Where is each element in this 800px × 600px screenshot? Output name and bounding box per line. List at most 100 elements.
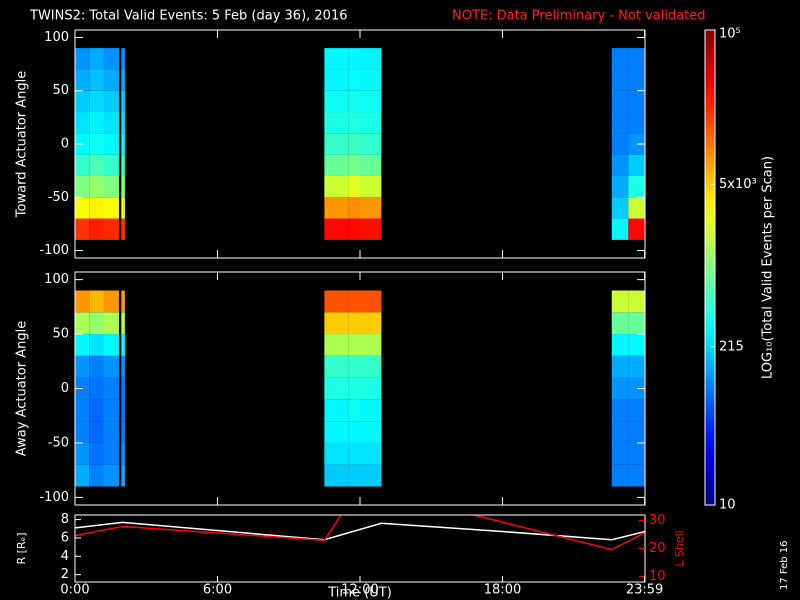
heat-cell — [89, 112, 104, 134]
heat-cell — [360, 154, 382, 176]
heat-cell — [324, 90, 349, 113]
heat-cell — [348, 133, 360, 155]
y-tick-label: 50 — [52, 83, 69, 98]
heat-cell — [121, 464, 125, 487]
heat-cell — [103, 290, 119, 313]
heat-cell — [360, 377, 382, 400]
heat-cell — [360, 442, 382, 465]
heat-cell — [89, 464, 104, 487]
heat-cell — [628, 290, 645, 313]
heat-cell — [348, 421, 360, 443]
heat-cell — [75, 69, 90, 91]
date-stamp: 17 Feb 16 — [779, 540, 790, 590]
y-tick-label: 100 — [44, 30, 69, 45]
heat-cell — [121, 377, 125, 400]
heat-cell — [628, 175, 645, 198]
heat-cell — [324, 334, 349, 356]
heat-cell — [324, 175, 349, 198]
heat-cell — [360, 464, 382, 487]
heat-cell — [121, 133, 125, 155]
heat-cell — [611, 421, 629, 443]
heat-cell — [360, 399, 382, 422]
x-tick-label: 12:00 — [341, 583, 378, 598]
heatmap — [75, 48, 645, 240]
heat-cell — [611, 48, 629, 70]
heat-cell — [628, 69, 645, 91]
y-tick-label: 4 — [61, 549, 69, 564]
heat-cell — [611, 154, 629, 176]
heat-cell — [89, 312, 104, 335]
y-tick-label: 50 — [52, 327, 69, 342]
heat-cell — [103, 334, 119, 356]
heat-cell — [360, 355, 382, 378]
heat-cell — [103, 112, 119, 134]
heat-cell — [121, 154, 125, 176]
heat-cell — [89, 133, 104, 155]
heat-cell — [628, 197, 645, 219]
heat-cell — [611, 442, 629, 465]
heat-cell — [348, 218, 360, 240]
heat-cell — [75, 399, 90, 422]
heat-cell — [324, 421, 349, 443]
heat-cell — [121, 175, 125, 198]
heat-cell — [324, 399, 349, 422]
heat-cell — [611, 112, 629, 134]
heat-cell — [611, 290, 629, 313]
y-axis-title: Away Actuator Angle — [15, 321, 30, 456]
heat-cell — [89, 290, 104, 313]
note: NOTE: Data Preliminary - Not validated — [452, 9, 706, 24]
heat-cell — [121, 197, 125, 219]
heat-cell — [611, 464, 629, 487]
heat-cell — [324, 290, 349, 313]
heat-cell — [89, 154, 104, 176]
heat-cell — [628, 442, 645, 465]
y2-tick-label: 30 — [649, 513, 666, 528]
colorbar-tick-label: 215 — [719, 339, 744, 354]
colorbar-tick-label: 10⁵ — [719, 27, 741, 42]
heat-cell — [75, 112, 90, 134]
heat-cell — [103, 90, 119, 113]
heat-cell — [360, 112, 382, 134]
y-tick-label: 0 — [61, 381, 69, 396]
heat-cell — [348, 48, 360, 70]
series-line — [75, 521, 645, 541]
heat-cell — [75, 312, 90, 335]
y-tick-label: -50 — [48, 435, 69, 450]
heat-cell — [121, 442, 125, 465]
heat-cell — [611, 355, 629, 378]
heat-cell — [324, 464, 349, 487]
y-tick-label: -50 — [48, 190, 69, 205]
y-tick-label: -100 — [39, 243, 69, 258]
heat-cell — [103, 197, 119, 219]
heat-cell — [628, 312, 645, 335]
heat-cell — [348, 197, 360, 219]
heat-cell — [611, 197, 629, 219]
heat-cell — [121, 112, 125, 134]
heat-cell — [75, 154, 90, 176]
heat-cell — [324, 48, 349, 70]
heat-cell — [89, 90, 104, 113]
heat-cell — [628, 334, 645, 356]
heat-cell — [348, 90, 360, 113]
heat-cell — [348, 154, 360, 176]
heat-cell — [324, 133, 349, 155]
heat-cell — [89, 377, 104, 400]
heat-cell — [89, 399, 104, 422]
y2-tick-label: 20 — [649, 541, 666, 556]
heat-cell — [628, 399, 645, 422]
y-tick-label: 6 — [61, 530, 69, 545]
heat-cell — [611, 90, 629, 113]
heat-cell — [89, 218, 104, 240]
heat-cell — [324, 197, 349, 219]
heat-cell — [75, 464, 90, 487]
heat-cell — [611, 334, 629, 356]
x-tick-label: 0:00 — [60, 583, 89, 598]
heat-cell — [611, 133, 629, 155]
heat-cell — [611, 175, 629, 198]
heat-cell — [324, 355, 349, 378]
heat-cell — [628, 154, 645, 176]
heat-cell — [360, 334, 382, 356]
heat-cell — [75, 197, 90, 219]
heat-cell — [324, 218, 349, 240]
heat-cell — [121, 399, 125, 422]
